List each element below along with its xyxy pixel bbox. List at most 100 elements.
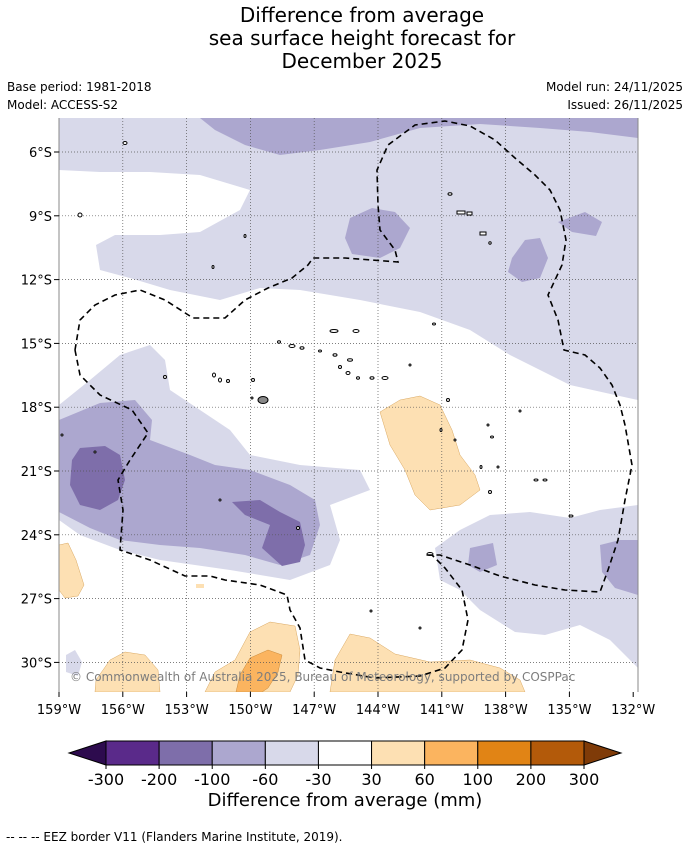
- island: [542, 478, 548, 482]
- colorbar-segment: [371, 740, 426, 766]
- eez-border-cook-islands: [74, 120, 633, 593]
- copyright-text: © Commonwealth of Australia 2025, Bureau…: [70, 670, 575, 684]
- x-axis: 159°W 156°W 153°W 150°W 147°W 144°W 141°W 138°W…: [37, 692, 655, 718]
- colorbar-segment: [264, 740, 319, 766]
- colorbar-segment: [477, 740, 532, 766]
- islands: [60, 141, 574, 630]
- island: [243, 234, 247, 238]
- island: [163, 375, 167, 379]
- y-tick-label: 27°S: [21, 593, 52, 608]
- x-tick-label: 138°W: [484, 703, 528, 718]
- y-tick-label: 9°S: [29, 210, 52, 225]
- x-tick-label: 132°W: [611, 703, 655, 718]
- anomaly-region-neg30-south: [66, 650, 82, 676]
- y-tick-label: 15°S: [21, 337, 52, 352]
- island: [345, 371, 351, 375]
- island: [568, 514, 574, 518]
- island: [122, 141, 128, 145]
- colorbar-segment: [424, 740, 479, 766]
- meta-right: Model run: 24/11/2025 Issued: 26/11/2025: [546, 78, 683, 114]
- island: [218, 377, 222, 383]
- colorbar-title: Difference from average (mm): [207, 790, 483, 811]
- colorbar-segment: [158, 740, 213, 766]
- island: [226, 379, 230, 383]
- x-tick-label: 141°W: [420, 703, 464, 718]
- island: [212, 372, 216, 378]
- island: [77, 212, 83, 218]
- island: [299, 346, 305, 350]
- island: [490, 435, 494, 439]
- island: [408, 363, 412, 367]
- anomaly-region-pos30-central: [379, 395, 481, 511]
- island: [456, 210, 466, 215]
- island: [418, 626, 422, 630]
- island: [211, 265, 215, 269]
- island: [347, 358, 353, 362]
- anomaly-region-pos30-small: [196, 584, 204, 588]
- island: [518, 409, 522, 413]
- anomaly-region-pos60-south: [235, 649, 283, 692]
- anomaly-region-neg100-central: [232, 500, 305, 566]
- colorbar-tick-label: 200: [516, 770, 547, 789]
- colorbar: -300 -200 -100 -60 -30 30 60 100 200 300: [67, 740, 623, 789]
- anomaly-region-neg60-north: [200, 118, 638, 155]
- map-frame: [58, 118, 639, 692]
- issued-date: Issued: 26/11/2025: [567, 98, 683, 112]
- model-run: Model run: 24/11/2025: [545, 80, 683, 94]
- island: [369, 609, 373, 613]
- island: [432, 322, 436, 326]
- base-period: Base period: 1981-2018: [7, 80, 152, 94]
- anomaly-region-neg60-blob3: [558, 212, 602, 236]
- colorbar-tick-label: 30: [361, 770, 381, 789]
- island: [329, 329, 339, 333]
- anomaly-region-neg60-blob1: [345, 208, 410, 258]
- anomaly-region-neg60-se2: [600, 540, 638, 595]
- colorbar-segment: [317, 740, 373, 766]
- colorbar-segment: [211, 740, 266, 766]
- map-plot: © Commonwealth of Australia 2025, Bureau…: [59, 118, 638, 692]
- y-tick-label: 30°S: [21, 656, 52, 671]
- anomaly-region-neg60-se1: [468, 543, 497, 572]
- island: [533, 478, 539, 482]
- colorbar-tick-label: -30: [305, 770, 331, 789]
- colorbar-extend-max: [583, 740, 623, 766]
- colorbar-tick-label: -60: [252, 770, 278, 789]
- x-tick-label: 147°W: [292, 703, 336, 718]
- island: [338, 365, 342, 369]
- colorbar-segment: [105, 740, 160, 766]
- island: [250, 396, 254, 400]
- island: [332, 353, 338, 357]
- x-tick-label: 144°W: [356, 703, 400, 718]
- colorbar-segment: [530, 740, 585, 766]
- island: [369, 376, 375, 380]
- island: [381, 376, 389, 380]
- x-tick-label: 135°W: [547, 703, 591, 718]
- x-tick-label: 150°W: [228, 703, 272, 718]
- eez-border-french-polynesia: [74, 349, 469, 679]
- gridlines: [59, 118, 638, 692]
- colorbar-tick-label: -100: [194, 770, 230, 789]
- anomaly-region-pos30-west: [59, 542, 85, 599]
- island: [352, 329, 360, 333]
- y-tick-label: 18°S: [21, 401, 52, 416]
- island: [257, 396, 269, 404]
- anomaly-region-neg60-blob2: [508, 238, 548, 282]
- colorbar-tick-label: 100: [463, 770, 494, 789]
- y-tick-label: 24°S: [21, 529, 52, 544]
- anomaly-region-pos30-south1: [94, 651, 161, 692]
- island: [447, 192, 453, 196]
- island: [288, 344, 296, 348]
- island: [453, 438, 457, 442]
- island: [296, 526, 300, 530]
- title-line-3: December 2025: [281, 49, 443, 73]
- y-tick-label: 21°S: [21, 465, 52, 480]
- island: [466, 211, 473, 216]
- x-tick-label: 159°W: [37, 703, 81, 718]
- island: [439, 428, 443, 432]
- x-tick-label: 156°W: [101, 703, 145, 718]
- colorbar-tick-label: -200: [141, 770, 177, 789]
- colorbar-tick-label: 60: [414, 770, 434, 789]
- island: [446, 398, 450, 402]
- anomaly-region-neg100-west: [70, 446, 125, 510]
